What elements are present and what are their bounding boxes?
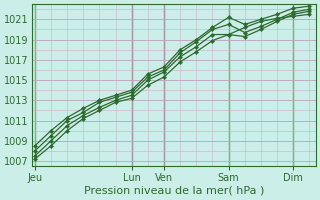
- X-axis label: Pression niveau de la mer( hPa ): Pression niveau de la mer( hPa ): [84, 186, 264, 196]
